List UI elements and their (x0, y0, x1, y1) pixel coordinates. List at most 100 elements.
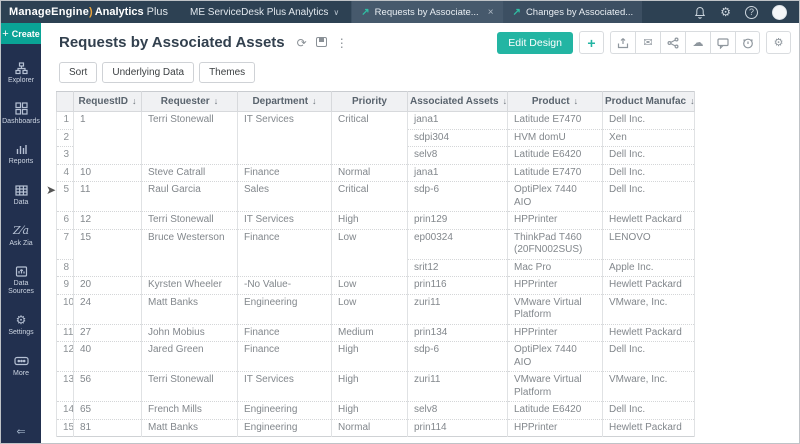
column-header-associated-assets[interactable]: Associated Assets ↓ (407, 91, 508, 112)
sort-descending-icon[interactable]: ↓ (213, 96, 219, 106)
table-cell[interactable]: French Mills (141, 401, 238, 419)
table-cell[interactable]: Hewlett Packard (602, 418, 695, 437)
table-cell[interactable]: Matt Banks (141, 293, 238, 324)
table-cell[interactable]: Dell Inc. (602, 146, 695, 164)
table-cell[interactable]: 5 (56, 181, 74, 212)
table-cell[interactable]: Normal (331, 163, 408, 182)
table-cell[interactable]: zuri11 (407, 371, 508, 402)
table-cell[interactable]: 13 (56, 371, 74, 402)
table-cell[interactable]: Xen (602, 128, 695, 147)
table-cell[interactable]: High (331, 341, 408, 372)
table-cell[interactable]: 12 (56, 341, 74, 372)
table-cell[interactable]: prin134 (407, 323, 508, 342)
table-cell[interactable]: 1 (56, 111, 74, 129)
column-header-product-manufac[interactable]: Product Manufac ↓ (602, 91, 695, 112)
sort-descending-icon[interactable]: ↓ (690, 96, 695, 106)
table-cell[interactable]: HPPrinter (507, 323, 603, 342)
table-cell[interactable]: LENOVO (602, 228, 695, 259)
table-cell[interactable]: 27 (73, 323, 142, 342)
table-cell[interactable]: jana1 (407, 111, 508, 129)
table-cell[interactable]: VMware Virtual Platform (507, 293, 603, 324)
table-cell[interactable]: 10 (56, 293, 74, 324)
save-icon[interactable] (315, 36, 327, 49)
table-cell[interactable]: selv8 (407, 401, 508, 419)
table-cell[interactable]: Kyrsten Wheeler (141, 276, 238, 294)
table-cell[interactable]: ep00324 (407, 228, 508, 259)
collapse-sidebar-icon[interactable]: ⇐ (16, 426, 26, 438)
table-cell[interactable]: 11 (56, 323, 74, 342)
notifications-bell-icon[interactable] (694, 6, 706, 19)
table-cell[interactable]: 65 (73, 401, 142, 419)
table-cell[interactable]: Bruce Westerson (141, 228, 238, 277)
table-cell[interactable]: Latitude E6420 (507, 146, 603, 164)
table-cell[interactable]: Engineering (237, 293, 332, 324)
table-cell[interactable]: 2 (56, 128, 74, 147)
table-cell[interactable]: OptiPlex 7440 AIO (507, 341, 603, 372)
table-cell[interactable]: Hewlett Packard (602, 323, 695, 342)
column-header-department[interactable]: Department ↓ (237, 91, 332, 112)
table-cell[interactable]: High (331, 371, 408, 402)
table-cell[interactable]: Finance (237, 341, 332, 372)
alert-clock-icon[interactable] (735, 31, 760, 54)
table-cell[interactable]: Steve Catrall (141, 163, 238, 182)
table-cell[interactable]: 40 (73, 341, 142, 372)
sort-descending-icon[interactable]: ↓ (131, 96, 137, 106)
table-cell[interactable]: HPPrinter (507, 211, 603, 229)
tab-changes-by-associated[interactable]: ↗ Changes by Associated... (502, 1, 643, 23)
table-cell[interactable]: 6 (56, 211, 74, 229)
table-cell[interactable]: 9 (56, 276, 74, 294)
table-cell[interactable]: IT Services (237, 111, 332, 164)
table-cell[interactable]: 56 (73, 371, 142, 402)
export-icon[interactable] (610, 31, 635, 54)
table-cell[interactable]: 15 (56, 418, 74, 437)
email-icon[interactable]: ✉ (635, 31, 660, 54)
table-cell[interactable]: 3 (56, 146, 74, 164)
table-cell[interactable]: HPPrinter (507, 276, 603, 294)
sort-descending-icon[interactable]: ↓ (312, 96, 317, 106)
table-cell[interactable]: 81 (73, 418, 142, 437)
table-cell[interactable]: Engineering (237, 418, 332, 437)
edit-design-button[interactable]: Edit Design (497, 31, 573, 54)
table-cell[interactable]: prin116 (407, 276, 508, 294)
help-icon[interactable]: ? (745, 5, 758, 19)
table-cell[interactable]: Latitude E7470 (507, 111, 603, 129)
share-icon[interactable] (660, 31, 685, 54)
table-cell[interactable]: Hewlett Packard (602, 211, 695, 229)
user-avatar[interactable] (772, 4, 787, 20)
column-header-requestid[interactable]: RequestID ↓ (73, 91, 142, 112)
table-cell[interactable]: Finance (237, 228, 332, 277)
table-cell[interactable]: HPPrinter (507, 418, 603, 437)
table-cell[interactable]: Low (331, 228, 408, 277)
table-cell[interactable]: Dell Inc. (602, 111, 695, 129)
table-cell[interactable]: Dell Inc. (602, 401, 695, 419)
table-cell[interactable]: Finance (237, 323, 332, 342)
table-cell[interactable]: Critical (331, 181, 408, 212)
table-cell[interactable]: High (331, 211, 408, 229)
sort-button[interactable]: Sort (59, 62, 98, 83)
view-settings-gear-icon[interactable]: ⚙ (766, 31, 791, 54)
sidebar-item-data[interactable]: Data (1, 183, 41, 207)
sidebar-item-dashboards[interactable]: Dashboards (1, 102, 41, 126)
column-header-product[interactable]: Product ↓ (507, 91, 603, 112)
close-tab-icon[interactable]: × (487, 6, 494, 18)
table-cell[interactable]: Latitude E6420 (507, 401, 603, 419)
table-cell[interactable]: 7 (56, 228, 74, 259)
table-cell[interactable]: 24 (73, 293, 142, 324)
table-cell[interactable]: High (331, 401, 408, 419)
table-cell[interactable]: Jared Green (141, 341, 238, 372)
table-cell[interactable]: prin129 (407, 211, 508, 229)
table-cell[interactable]: Sales (237, 181, 332, 212)
add-report-button[interactable]: + (579, 31, 604, 54)
table-cell[interactable]: Terri Stonewall (141, 211, 238, 229)
table-cell[interactable]: Dell Inc. (602, 181, 695, 212)
admin-gear-icon[interactable]: ⚙ (720, 5, 731, 19)
sidebar-item-reports[interactable]: Reports (1, 142, 41, 166)
table-cell[interactable]: Raul Garcia (141, 181, 238, 212)
table-cell[interactable]: 12 (73, 211, 142, 229)
table-cell[interactable]: sdp-6 (407, 341, 508, 372)
create-button[interactable]: + Create (1, 23, 41, 44)
table-cell[interactable]: Low (331, 293, 408, 324)
table-cell[interactable]: 4 (56, 163, 74, 182)
table-cell[interactable]: 8 (56, 258, 74, 277)
table-cell[interactable]: prin114 (407, 418, 508, 437)
